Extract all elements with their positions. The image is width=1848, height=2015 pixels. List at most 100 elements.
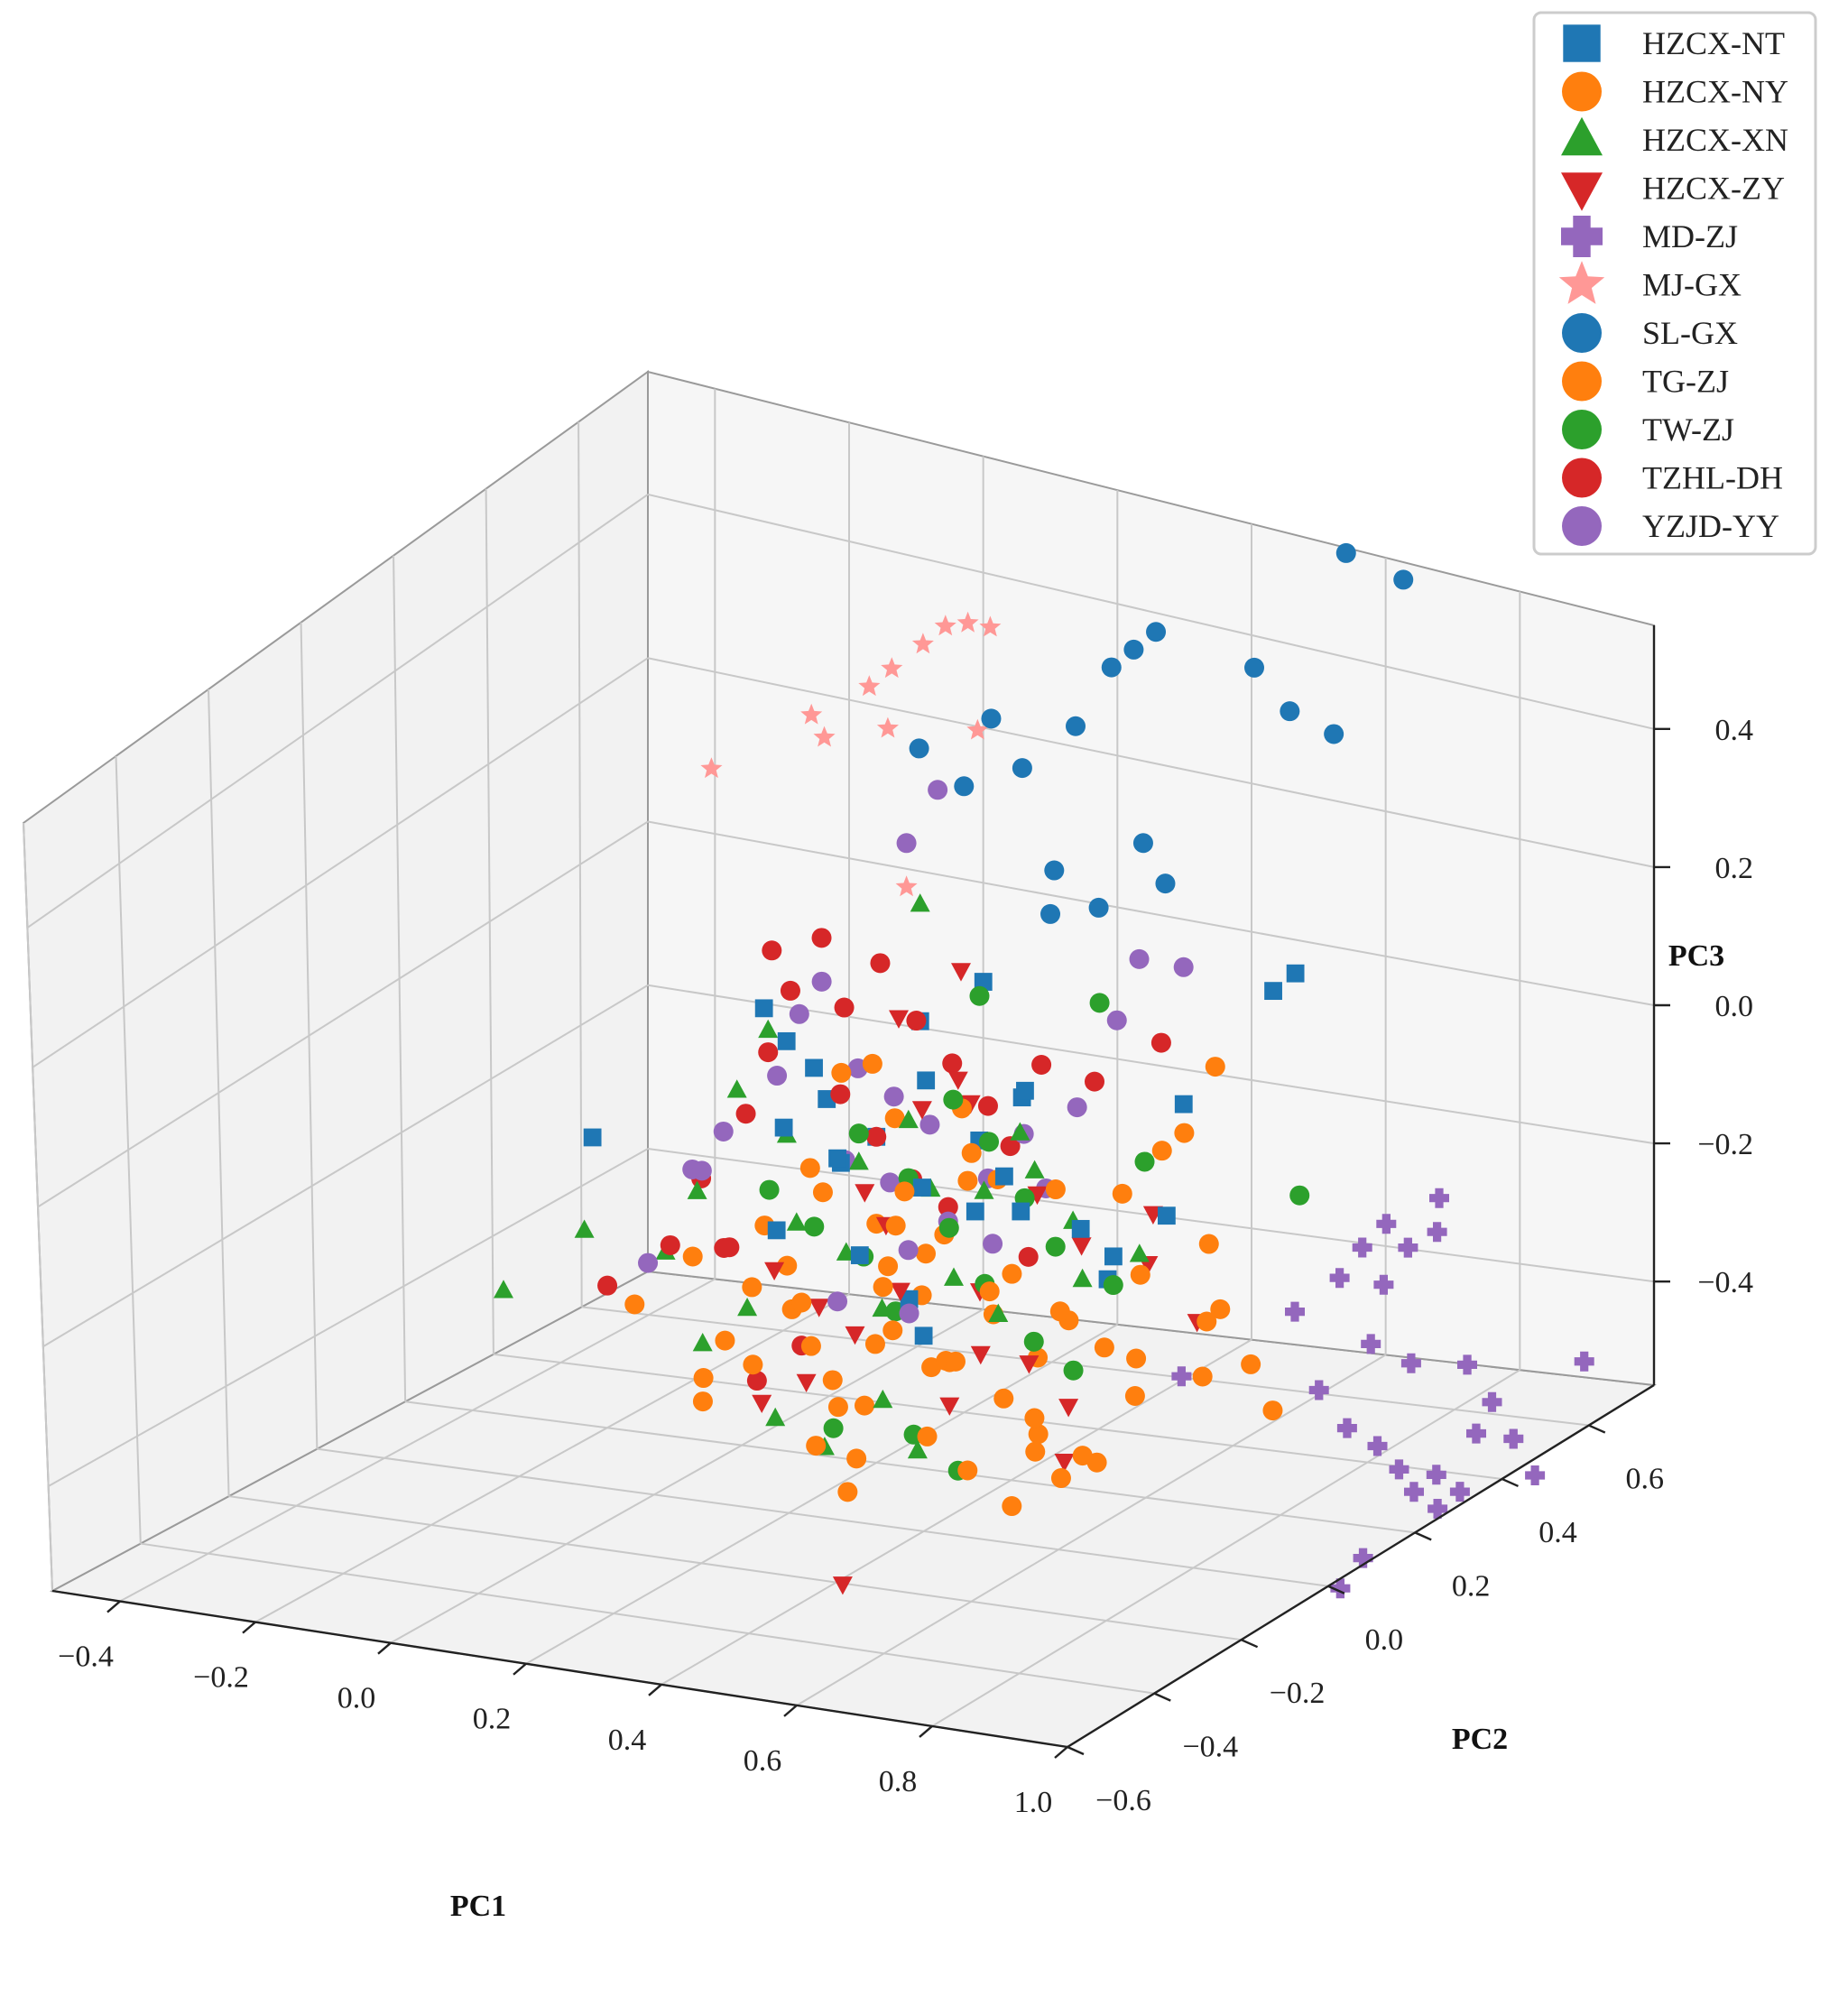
x-tick-mark	[919, 1725, 933, 1738]
legend-item-mj-gx: MJ-GX	[1558, 261, 1742, 304]
legend-marker-hzcx-xn	[1561, 116, 1603, 156]
point-hzcx-ny	[1025, 1441, 1046, 1462]
x-tick-label: 0.0	[337, 1682, 376, 1715]
legend-item-yzjd-yy: YZJD-YY	[1562, 506, 1779, 546]
point-hzcx-ny	[993, 1388, 1014, 1409]
point-yzjd-yy	[1129, 948, 1150, 969]
point-tzhl-dh	[1150, 1032, 1171, 1053]
point-hzcx-zy	[845, 1326, 865, 1345]
point-sl-gx	[1335, 542, 1356, 563]
y-tick-label: −0.4	[1182, 1731, 1238, 1764]
point-hzcx-zy	[1019, 1355, 1040, 1374]
x-tick-label: 0.2	[473, 1703, 512, 1736]
point-md-zj	[1367, 1436, 1388, 1456]
point-tzhl-dh	[597, 1275, 618, 1296]
point-hzcx-ny	[873, 1277, 893, 1298]
point-tw-zj	[1134, 1151, 1155, 1172]
point-tg-zj	[682, 1246, 703, 1267]
legend-item-sl-gx: SL-GX	[1562, 313, 1738, 353]
point-hzcx-ny	[1262, 1400, 1283, 1421]
point-hzcx-zy	[911, 1101, 932, 1120]
point-hzcx-nt	[805, 1058, 823, 1077]
point-hzcx-nt	[1071, 1219, 1090, 1238]
grid-line-y-floor	[140, 1542, 1155, 1695]
point-md-zj	[1352, 1237, 1372, 1258]
point-hzcx-nt	[917, 1071, 936, 1090]
point-hzcx-zy	[890, 1282, 910, 1301]
grid-line-x-floor	[119, 1278, 716, 1603]
y-axis-line	[1067, 1383, 1655, 1749]
point-mj-gx	[979, 615, 1002, 637]
point-tzhl-dh	[906, 1011, 927, 1031]
grid-line-z-left	[26, 494, 649, 929]
point-tzhl-dh	[1084, 1071, 1104, 1092]
point-tw-zj	[759, 1179, 780, 1200]
grid-line-y-floor	[317, 1447, 1329, 1587]
point-tzhl-dh	[719, 1237, 740, 1258]
point-sl-gx	[1088, 897, 1109, 918]
point-tzhl-dh	[1000, 1136, 1021, 1157]
point-sl-gx	[1044, 860, 1065, 881]
point-hzcx-zy	[855, 1184, 875, 1203]
point-sl-gx	[1123, 639, 1144, 660]
point-hzcx-xn	[944, 1267, 964, 1286]
point-hzcx-nt	[1016, 1081, 1034, 1100]
point-hzcx-xn	[873, 1389, 893, 1409]
grid-line-y-floor	[228, 1495, 1242, 1641]
point-tg-zj	[831, 1062, 852, 1083]
point-hzcx-xn	[1072, 1268, 1093, 1288]
point-mj-gx	[700, 757, 723, 779]
point-md-zj	[1457, 1354, 1477, 1375]
point-sl-gx	[1146, 622, 1167, 642]
point-tw-zj	[1023, 1331, 1044, 1352]
point-md-zj	[1400, 1353, 1421, 1373]
point-hzcx-xn	[1024, 1160, 1045, 1178]
point-md-zj	[1376, 1214, 1397, 1234]
point-hzcx-xn	[574, 1219, 595, 1238]
point-hzcx-zy	[1071, 1237, 1092, 1256]
point-sl-gx	[1132, 833, 1153, 854]
point-md-zj	[1171, 1366, 1192, 1387]
point-tzhl-dh	[746, 1371, 767, 1391]
point-hzcx-nt	[828, 1149, 846, 1168]
legend-marker-tzhl-dh	[1562, 458, 1602, 498]
point-md-zj	[1404, 1482, 1424, 1502]
point-md-zj	[1429, 1188, 1449, 1208]
point-hzcx-nt	[1174, 1095, 1193, 1114]
point-mj-gx	[876, 716, 899, 738]
point-hzcx-ny	[791, 1292, 812, 1313]
y-tick-mark	[1327, 1585, 1345, 1594]
point-tzhl-dh	[977, 1095, 998, 1116]
point-md-zj	[1398, 1237, 1418, 1258]
legend-item-hzcx-zy: HZCX-ZY	[1561, 171, 1785, 211]
point-tw-zj	[804, 1216, 825, 1237]
point-sl-gx	[1012, 758, 1032, 779]
point-hzcx-ny	[1241, 1354, 1261, 1374]
point-hzcx-nt	[1104, 1247, 1123, 1266]
legend-item-md-zj: MD-ZJ	[1561, 216, 1738, 257]
y-tick-label: −0.2	[1270, 1677, 1326, 1710]
x-axis-label: PC1	[450, 1890, 506, 1923]
point-tw-zj	[943, 1089, 964, 1110]
point-tg-zj	[827, 1397, 848, 1418]
legend-label-hzcx-nt: HZCX-NT	[1642, 25, 1785, 61]
z-axis-label: PC3	[1668, 939, 1724, 973]
point-mj-gx	[966, 718, 989, 740]
point-hzcx-zy	[1054, 1454, 1075, 1473]
x-tick-mark	[106, 1600, 121, 1613]
z-tick-label: 0.4	[1715, 714, 1754, 747]
legend-label-hzcx-ny: HZCX-NY	[1642, 74, 1788, 110]
point-yzjd-yy	[713, 1121, 734, 1142]
z-tick-label: 0.2	[1715, 852, 1754, 885]
legend-item-tzhl-dh: TZHL-DH	[1562, 458, 1783, 498]
point-hzcx-ny	[945, 1351, 966, 1372]
point-hzcx-ny	[1130, 1264, 1150, 1285]
point-yzjd-yy	[691, 1160, 712, 1181]
point-hzcx-ny	[1151, 1141, 1172, 1161]
legend-item-tw-zj: TW-ZJ	[1562, 410, 1734, 449]
point-mj-gx	[934, 615, 956, 636]
x-tick-mark	[1054, 1746, 1068, 1759]
point-hzcx-ny	[979, 1281, 1000, 1302]
point-mj-gx	[895, 875, 918, 897]
point-hzcx-zy	[808, 1299, 829, 1317]
